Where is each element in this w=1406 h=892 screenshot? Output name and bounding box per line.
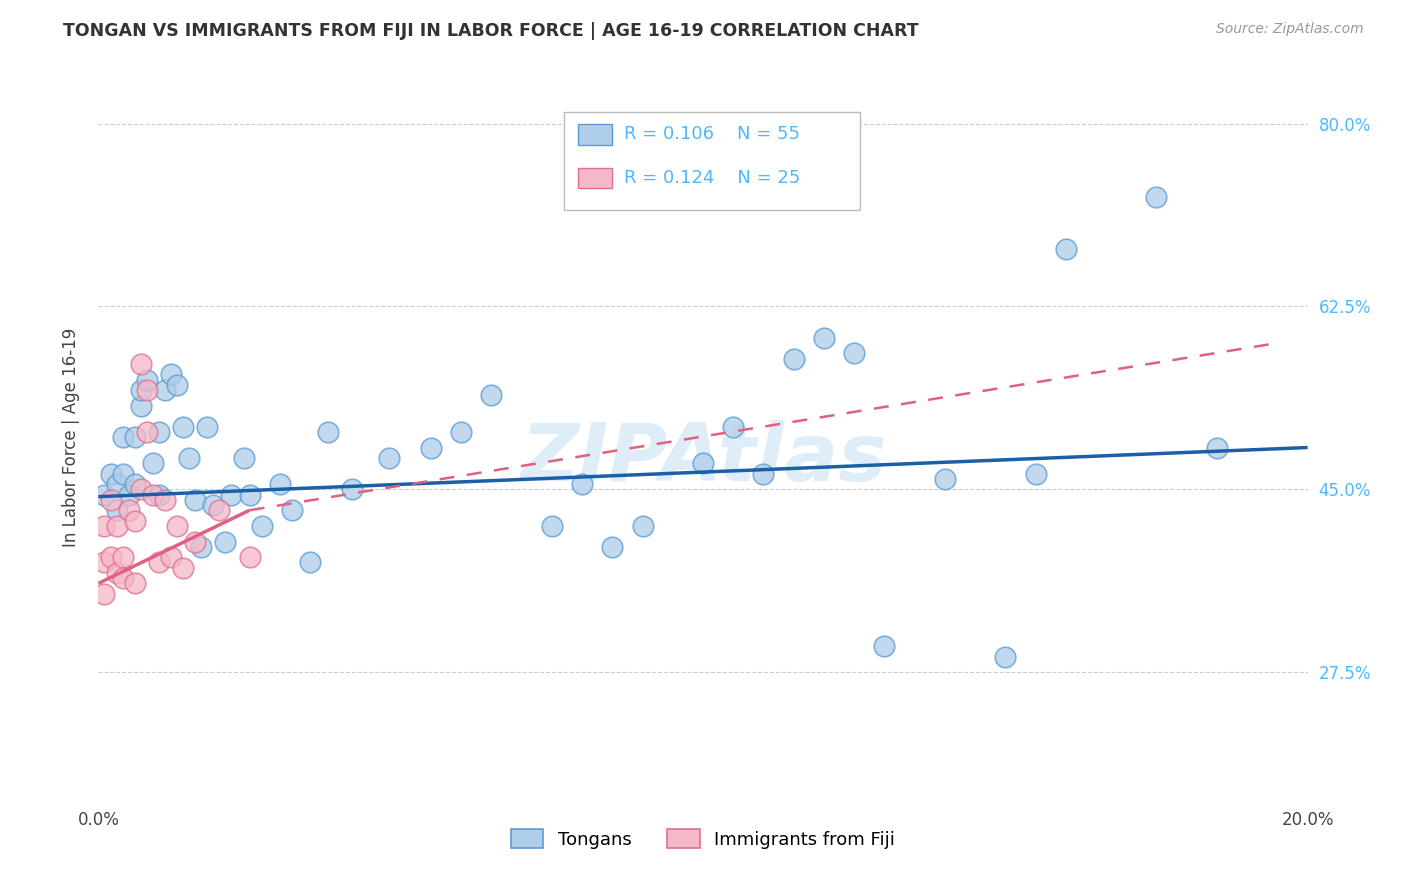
- Point: [105, 566, 128, 580]
- Point: [148, 487, 170, 501]
- Point: [692, 456, 714, 470]
- Point: [172, 560, 194, 574]
- Point: [239, 487, 262, 501]
- Point: [166, 377, 188, 392]
- Point: [316, 425, 339, 439]
- Point: [129, 399, 152, 413]
- Point: [571, 477, 593, 491]
- Point: [105, 503, 128, 517]
- Text: R = 0.106    N = 55: R = 0.106 N = 55: [624, 125, 800, 144]
- Point: [153, 383, 176, 397]
- Point: [148, 556, 170, 570]
- Point: [377, 450, 399, 465]
- Point: [135, 425, 157, 439]
- FancyBboxPatch shape: [578, 124, 613, 145]
- Point: [93, 587, 115, 601]
- Point: [100, 550, 122, 565]
- Point: [994, 649, 1017, 664]
- Point: [934, 472, 956, 486]
- Point: [1144, 190, 1167, 204]
- Point: [153, 492, 176, 507]
- Point: [602, 540, 624, 554]
- Point: [420, 441, 443, 455]
- Point: [184, 534, 207, 549]
- Text: Source: ZipAtlas.com: Source: ZipAtlas.com: [1216, 22, 1364, 37]
- FancyBboxPatch shape: [564, 112, 860, 211]
- Point: [299, 556, 322, 570]
- Point: [450, 425, 472, 439]
- Point: [124, 477, 146, 491]
- Point: [172, 419, 194, 434]
- Point: [124, 576, 146, 591]
- Point: [250, 519, 273, 533]
- Point: [100, 492, 122, 507]
- Text: ZIPAtlas: ZIPAtlas: [520, 420, 886, 498]
- Point: [105, 477, 128, 491]
- Point: [214, 534, 236, 549]
- Point: [269, 477, 291, 491]
- Point: [184, 492, 207, 507]
- Point: [111, 571, 134, 585]
- Point: [281, 503, 304, 517]
- Point: [631, 519, 654, 533]
- Point: [232, 450, 254, 465]
- Point: [208, 503, 231, 517]
- Point: [93, 556, 115, 570]
- Text: R = 0.124    N = 25: R = 0.124 N = 25: [624, 169, 801, 187]
- Y-axis label: In Labor Force | Age 16-19: In Labor Force | Age 16-19: [62, 327, 80, 547]
- Point: [1054, 242, 1077, 256]
- Point: [752, 467, 775, 481]
- Point: [124, 430, 146, 444]
- Point: [1024, 467, 1046, 481]
- Point: [723, 419, 745, 434]
- Point: [129, 483, 152, 497]
- Point: [93, 519, 115, 533]
- Point: [179, 450, 201, 465]
- Point: [342, 483, 364, 497]
- Point: [202, 498, 225, 512]
- Point: [135, 373, 157, 387]
- Point: [195, 419, 218, 434]
- Point: [124, 514, 146, 528]
- Point: [118, 503, 141, 517]
- Point: [111, 550, 134, 565]
- Point: [93, 487, 115, 501]
- Point: [111, 467, 134, 481]
- Point: [481, 388, 503, 402]
- Point: [142, 487, 165, 501]
- Point: [190, 540, 212, 554]
- Point: [135, 383, 157, 397]
- Point: [844, 346, 866, 360]
- Point: [813, 331, 835, 345]
- Point: [111, 430, 134, 444]
- Point: [783, 351, 806, 366]
- Point: [540, 519, 562, 533]
- Point: [1206, 441, 1229, 455]
- Point: [129, 383, 152, 397]
- Point: [118, 487, 141, 501]
- Point: [105, 519, 128, 533]
- Point: [100, 467, 122, 481]
- FancyBboxPatch shape: [578, 168, 613, 188]
- Point: [873, 639, 896, 653]
- Point: [239, 550, 262, 565]
- Legend: Tongans, Immigrants from Fiji: Tongans, Immigrants from Fiji: [503, 822, 903, 856]
- Point: [148, 425, 170, 439]
- Point: [160, 368, 183, 382]
- Point: [166, 519, 188, 533]
- Text: TONGAN VS IMMIGRANTS FROM FIJI IN LABOR FORCE | AGE 16-19 CORRELATION CHART: TONGAN VS IMMIGRANTS FROM FIJI IN LABOR …: [63, 22, 920, 40]
- Point: [221, 487, 243, 501]
- Point: [160, 550, 183, 565]
- Point: [129, 357, 152, 371]
- Point: [142, 456, 165, 470]
